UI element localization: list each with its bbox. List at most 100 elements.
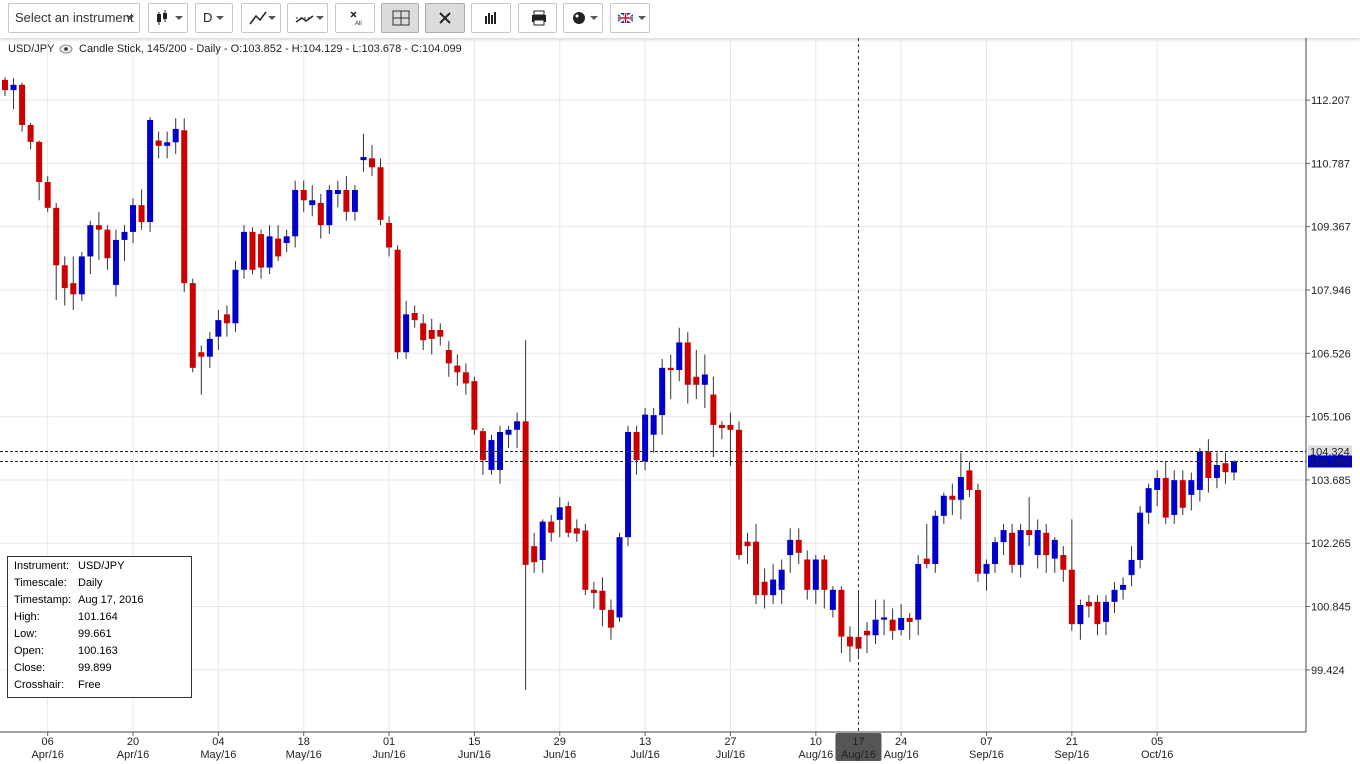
candle-body: [326, 189, 333, 226]
info-label: High:: [14, 611, 40, 623]
y-tick-label: 109.367: [1311, 222, 1351, 234]
candle-body: [855, 636, 862, 649]
candle-body: [1231, 461, 1237, 473]
label-line: 13: [639, 736, 651, 748]
candle-body: [121, 231, 128, 240]
candle-body: [147, 120, 154, 223]
candle-body: [1017, 530, 1024, 565]
info-box: Instrument: USD/JPY Timescale: Daily Timesta…: [7, 556, 192, 698]
candle-body: [846, 636, 853, 647]
label-line: Apr/16: [117, 749, 149, 761]
candle-body: [531, 546, 538, 563]
drawing-button[interactable]: [287, 3, 328, 33]
label-line: 21: [1066, 736, 1078, 748]
y-tick-label: 112.207: [1311, 95, 1350, 107]
candle-body: [61, 265, 68, 289]
candle-body: [300, 189, 307, 201]
info-value: USD/JPY: [78, 560, 125, 572]
candle-body: [590, 589, 597, 593]
chart-type-button[interactable]: [148, 3, 188, 33]
icon: [617, 12, 646, 24]
legend-text: Candle Stick, 145/200 - Daily - O:103.85…: [79, 43, 462, 55]
x-tick-label: 29 Jun/16: [543, 736, 576, 761]
candle-body: [420, 323, 427, 341]
legend-symbol: USD/JPY: [8, 43, 55, 55]
candle-body: [701, 374, 708, 385]
candle-body: [445, 350, 452, 364]
candle-body: [1000, 530, 1007, 543]
x-tick-label: 24 Aug/16: [884, 736, 919, 761]
icon: [532, 10, 546, 26]
label-line: 05: [1151, 736, 1163, 748]
candle-body: [650, 415, 657, 435]
candle-body: [864, 630, 871, 636]
print-button[interactable]: [518, 3, 557, 33]
candle-body: [625, 432, 632, 538]
studies-button[interactable]: [241, 3, 281, 33]
label-line: 24: [895, 736, 907, 748]
timescale-select[interactable]: D: [195, 3, 233, 33]
label-line: 06: [42, 736, 54, 748]
candle-body: [906, 617, 913, 622]
candle-body: [633, 432, 640, 461]
candle-body: [983, 563, 990, 574]
candle-body: [573, 528, 580, 534]
candle-body: [155, 140, 162, 146]
candle-body: [215, 320, 222, 337]
candle-body: [744, 541, 751, 547]
label-line: 10: [810, 736, 822, 748]
candle-body: [138, 205, 145, 223]
y-tick-label: 103.685: [1311, 475, 1351, 487]
candle-body: [710, 394, 717, 425]
label-line: Jun/16: [543, 749, 576, 761]
language-button[interactable]: [610, 3, 650, 33]
label-line: Aug/16: [884, 749, 919, 761]
label-line: May/16: [200, 749, 236, 761]
info-value: 99.661: [78, 628, 112, 640]
candle-body: [974, 489, 981, 574]
candle-body: [343, 189, 350, 212]
x-tick-label: 13 Jul/16: [630, 736, 659, 761]
info-value: 99.899: [78, 662, 112, 674]
candle-body: [522, 421, 529, 565]
x-tick-label: 17 Aug/16: [841, 736, 876, 761]
candle-body: [377, 167, 384, 220]
candle-body: [1179, 480, 1186, 508]
candle-body: [1060, 555, 1067, 570]
label-line: Aug/16: [841, 749, 876, 761]
candle-body: [505, 429, 512, 435]
candle-body: [659, 367, 666, 416]
candle-body: [360, 157, 367, 161]
fullscreen-button[interactable]: [425, 3, 465, 33]
grid-button[interactable]: [381, 3, 419, 33]
candle-body: [240, 231, 247, 270]
info-value: Free: [78, 679, 101, 691]
theme-button[interactable]: [563, 3, 603, 33]
x-tick-label: 10 Aug/16: [798, 736, 833, 761]
candle-body: [266, 236, 273, 268]
candle-body: [787, 539, 794, 556]
x-tick-label: 27 Jul/16: [716, 736, 745, 761]
y-tick-label: 102.265: [1311, 538, 1351, 550]
candle-body: [932, 515, 939, 564]
label-line: 15: [468, 736, 480, 748]
info-value: 100.163: [78, 645, 118, 657]
candle-body: [1068, 569, 1075, 625]
candle-body: [1213, 465, 1220, 478]
remove-all-button[interactable]: All: [335, 3, 375, 33]
candle-body: [1085, 601, 1092, 607]
candle-body: [966, 470, 973, 490]
candle-body: [223, 314, 230, 324]
candle-body: [104, 229, 111, 259]
volume-button[interactable]: [471, 3, 511, 33]
candle-body: [1102, 601, 1109, 622]
x-tick-label: 07 Sep/16: [969, 736, 1004, 761]
candle-body: [1154, 477, 1161, 490]
candle-body: [112, 239, 119, 285]
y-tick-label: 100.845: [1311, 602, 1351, 614]
instrument-select[interactable]: Select an instrument: [8, 3, 140, 33]
instrument-label: Select an instrument: [15, 10, 134, 25]
info-label: Instrument:: [14, 560, 70, 572]
candle-body: [164, 142, 171, 146]
